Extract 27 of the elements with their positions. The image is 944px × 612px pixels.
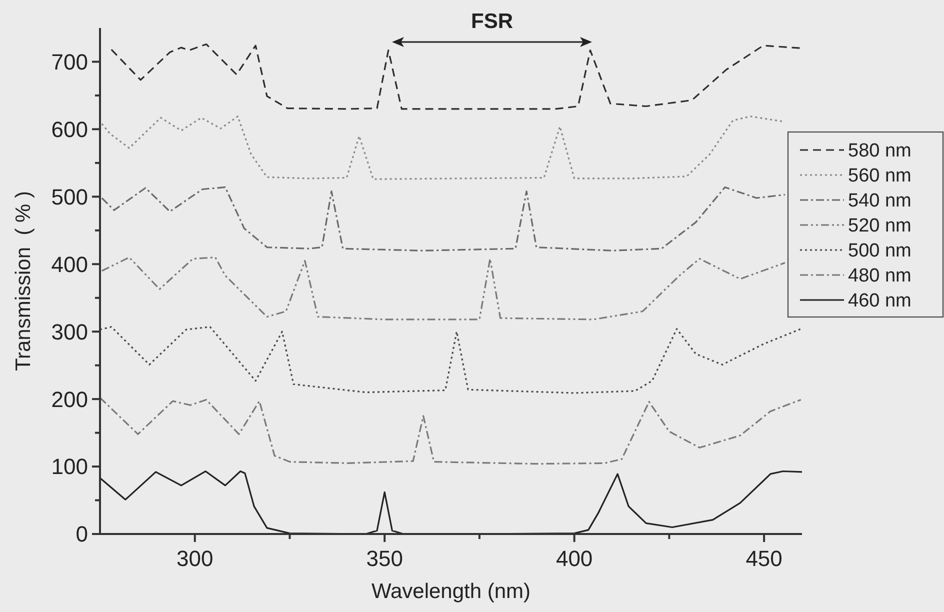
line-series — [110, 43, 803, 110]
y-tick-label: 200 — [51, 386, 88, 412]
legend-label: 560 nm — [848, 166, 912, 187]
line-series — [99, 326, 802, 394]
y-tick-label: 600 — [51, 116, 88, 142]
legend-label: 500 nm — [848, 240, 912, 262]
x-tick-label: 350 — [366, 546, 403, 571]
x-tick-label: 400 — [556, 546, 593, 571]
legend-label: 580 nm — [848, 140, 912, 162]
y-tick-label: 400 — [51, 252, 88, 277]
legend-label: 540 nm — [848, 190, 912, 212]
annotation: FSR — [471, 10, 513, 33]
x-tick-label: 450 — [746, 546, 782, 571]
line-series — [101, 256, 786, 320]
y-tick-label: 300 — [51, 319, 88, 344]
line-series — [101, 186, 786, 252]
x-axis-title: Wavelength (nm) — [371, 580, 531, 603]
y-tick-label: 100 — [51, 454, 88, 480]
y-tick-label: 500 — [51, 184, 88, 210]
legend-label: 480 nm — [848, 266, 912, 287]
y-tick-label: 700 — [51, 49, 88, 74]
y-axis-title: Transmission ( % ) — [12, 190, 35, 372]
legend-label: 460 nm — [848, 290, 912, 312]
line-series — [99, 396, 802, 465]
x-tick-label: 300 — [176, 546, 214, 571]
legend-label: 520 nm — [848, 216, 912, 237]
y-tick-label: 0 — [76, 522, 88, 547]
